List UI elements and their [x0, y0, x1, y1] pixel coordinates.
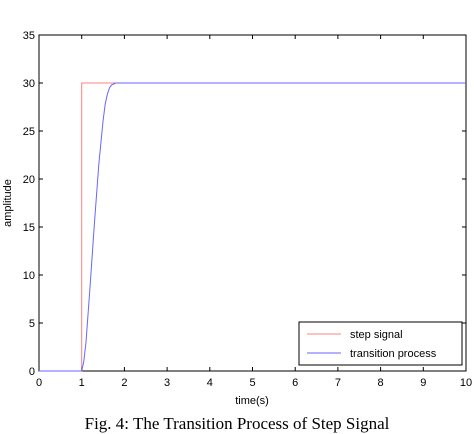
x-tick-label: 2 — [121, 377, 127, 389]
x-tick-label: 9 — [420, 377, 426, 389]
x-axis-label: time(s) — [235, 395, 269, 407]
legend: step signal transition process — [298, 321, 463, 366]
x-tick-label: 8 — [378, 377, 384, 389]
y-tick-label: 10 — [23, 270, 35, 282]
y-tick-label: 0 — [29, 366, 35, 378]
x-tick-label: 7 — [335, 377, 341, 389]
x-tick-label: 1 — [79, 377, 85, 389]
legend-label-transition-process: transition process — [350, 348, 437, 360]
y-tick-label: 35 — [23, 30, 35, 42]
y-tick-label: 30 — [23, 78, 35, 90]
series-line-transition-process — [39, 82, 466, 372]
x-tick-label: 4 — [207, 377, 213, 389]
x-tick-label: 6 — [292, 377, 298, 389]
plot-area — [38, 34, 467, 372]
tick-labels: 0 1 2 3 4 5 6 7 8 9 10 0 5 10 15 20 25 30 35 — [23, 30, 472, 389]
y-tick-label: 15 — [23, 222, 35, 234]
y-tick-label: 20 — [23, 174, 35, 186]
y-tick-label: 25 — [23, 126, 35, 138]
legend-label-step-signal: step signal — [350, 329, 403, 341]
legend-box — [298, 321, 463, 366]
y-tick-label: 5 — [29, 318, 35, 330]
x-tick-label: 10 — [460, 377, 472, 389]
y-axis-label: amplitude — [2, 179, 14, 227]
x-tick-label: 0 — [36, 377, 42, 389]
x-tick-label: 3 — [164, 377, 170, 389]
x-tick-label: 5 — [249, 377, 255, 389]
chart: 0 1 2 3 4 5 6 7 8 9 10 0 5 10 15 20 25 30 35 time(s) ampli… — [2, 30, 472, 407]
series-lines — [39, 82, 466, 372]
figure-caption: Fig. 4: The Transition Process of Step S… — [84, 414, 390, 433]
